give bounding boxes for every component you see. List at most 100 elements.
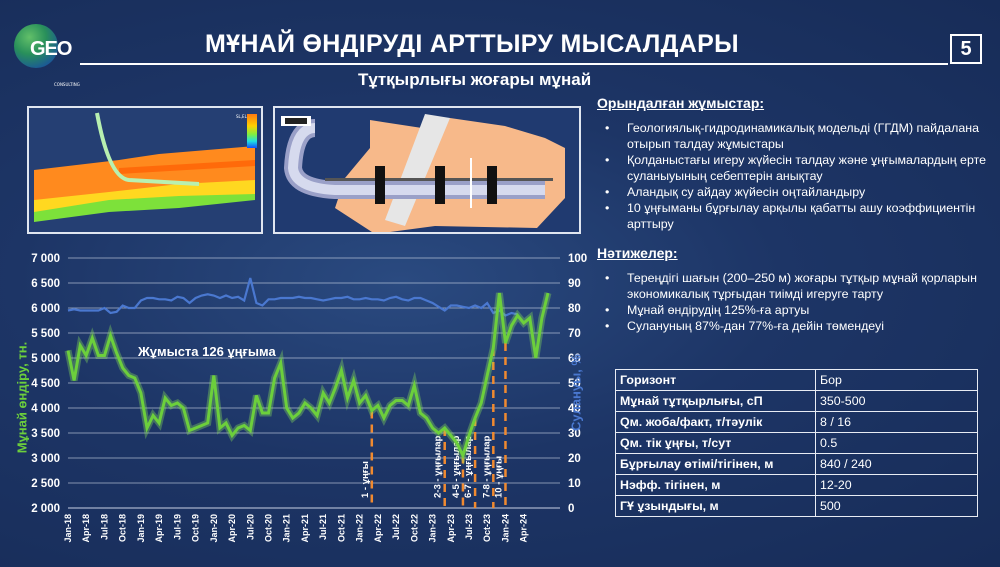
- x-tick: Jul-20: [245, 514, 255, 540]
- y-tick-left: 4 000: [31, 403, 60, 415]
- table-row: Горизонт Бор: [615, 369, 978, 391]
- works-item: Геологиялық-гидродинамикалық модельді (Г…: [605, 120, 995, 152]
- results-item: Сулануның 87%-дан 77%-ға дейін төмендеуі: [605, 318, 995, 334]
- x-tick: Apr-22: [373, 514, 383, 543]
- param-value: 500: [815, 495, 978, 517]
- logo-subtext: CONSULTING: [54, 82, 80, 87]
- x-tick: Jan-19: [136, 514, 146, 543]
- param-key: Нэфф. тігінен, м: [615, 474, 816, 496]
- param-key: Горизонт: [615, 369, 816, 391]
- x-tick: Oct-19: [191, 514, 201, 542]
- works-item: Аландық су айдау жүйесін оңтайландыру: [605, 184, 995, 200]
- param-value: 12-20: [815, 474, 978, 496]
- y-tick-left: 4 500: [31, 378, 60, 390]
- y-tick-right: 30: [568, 428, 581, 440]
- works-item: Қолданыстағы игеру жүйесін талдау және ұ…: [605, 152, 995, 184]
- x-tick: Oct-21: [336, 514, 346, 542]
- well-schematic-image: [273, 106, 581, 234]
- y-tick-right: 20: [568, 453, 581, 465]
- y-tick-right: 70: [568, 328, 581, 340]
- x-tick: Jan-24: [500, 514, 510, 543]
- x-tick: Jul-18: [99, 514, 109, 540]
- x-tick: Jan-21: [282, 514, 292, 543]
- x-tick: Apr-19: [154, 514, 164, 543]
- works-item: 10 ұңғыманы бұрғылау арқылы қабатты ашу …: [605, 200, 995, 232]
- table-row: Бұрғылау өтімі/тігінен, м 840 / 240: [615, 453, 978, 475]
- well-marker-label: 2-3 - ұңғылар: [433, 435, 444, 498]
- param-key: Qм. тік ұңғы, т/сут: [615, 432, 816, 454]
- y-tick-right: 90: [568, 278, 581, 290]
- wells-annotation: Жұмыста 126 ұңғыма: [137, 344, 276, 359]
- globe-icon: [14, 24, 58, 68]
- x-tick: Oct-22: [409, 514, 419, 542]
- watercut-line: [67, 277, 518, 317]
- results-item: Мұнай өндірудің 125%-ға артуы: [605, 302, 995, 318]
- y-tick-right: 10: [568, 478, 581, 490]
- results-heading: Нәтижелер:: [597, 245, 678, 261]
- well-marker-label: 4-5 - ұңғылар: [451, 435, 462, 498]
- company-logo: GEO CONSULTING: [12, 22, 80, 87]
- table-row: Нэфф. тігінен, м 12-20: [615, 474, 978, 496]
- y-tick-right: 80: [568, 303, 581, 315]
- page-title: МҰНАЙ ӨНДІРУДІ АРТТЫРУ МЫСАЛДАРЫ: [205, 30, 739, 58]
- param-value: 350-500: [815, 390, 978, 412]
- oil-production-line: [66, 292, 550, 460]
- title-divider: [80, 63, 948, 65]
- x-tick: Apr-24: [519, 514, 529, 543]
- x-tick: Jan-22: [355, 514, 365, 543]
- y-tick-right: 40: [568, 403, 581, 415]
- reservoir-model-image: SL,EL: [27, 106, 263, 234]
- y-tick-left: 3 000: [31, 453, 60, 465]
- y-tick-left: 5 500: [31, 328, 60, 340]
- param-key: Мұнай тұтқырлығы, сП: [615, 390, 816, 412]
- param-value: 840 / 240: [815, 453, 978, 475]
- works-heading: Орындалған жұмыстар:: [597, 95, 765, 111]
- x-tick: Jan-18: [63, 514, 73, 543]
- parameters-table: Горизонт Бор Мұнай тұтқырлығы, сП 350-500 Qм…: [615, 369, 978, 517]
- well-marker-label: 6-7 - ұңғылар: [463, 435, 474, 498]
- param-value: Бор: [815, 369, 978, 391]
- param-key: Qм. жоба/факт, т/тәулік: [615, 411, 816, 433]
- x-tick: Apr-23: [446, 514, 456, 543]
- y-axis-label-right: Сулануы, %: [568, 354, 584, 431]
- x-tick: Oct-18: [118, 514, 128, 542]
- table-row: ГҰ ұзындығы, м 500: [615, 495, 978, 517]
- y-tick-left: 6 000: [31, 303, 60, 315]
- x-tick: Jan-20: [209, 514, 219, 543]
- y-tick-left: 2 000: [31, 503, 60, 515]
- x-tick: Jan-23: [428, 514, 438, 543]
- y-tick-right: 50: [568, 378, 581, 390]
- x-tick: Jul-19: [172, 514, 182, 540]
- page-number: 5: [950, 34, 982, 64]
- y-tick-left: 3 500: [31, 428, 60, 440]
- well-marker-label: 7-8 - ұңғылар: [481, 435, 492, 498]
- table-row: Qм. тік ұңғы, т/сут 0.5: [615, 432, 978, 454]
- y-tick-left: 5 000: [31, 353, 60, 365]
- y-tick-left: 7 000: [31, 253, 60, 265]
- x-tick: Apr-21: [300, 514, 310, 543]
- results-list: Тереңдігі шағын (200–250 м) жоғары тұтқы…: [605, 270, 995, 334]
- x-tick: Oct-20: [264, 514, 274, 542]
- x-tick: Jul-22: [391, 514, 401, 540]
- production-chart: 7 000 100 6 500 90 6 000 80 5 500 70 5 000 60 4 50…: [0, 245, 600, 563]
- y-tick-left: 6 500: [31, 278, 60, 290]
- well-marker-label: 1 - ұңғы: [360, 461, 371, 498]
- param-key: Бұрғылау өтімі/тігінен, м: [615, 453, 816, 475]
- table-row: Qм. жоба/факт, т/тәулік 8 / 16: [615, 411, 978, 433]
- results-item: Тереңдігі шағын (200–250 м) жоғары тұтқы…: [605, 270, 995, 302]
- y-tick-right: 100: [568, 253, 587, 265]
- x-tick: Jul-23: [464, 514, 474, 540]
- param-value: 0.5: [815, 432, 978, 454]
- y-tick-left: 2 500: [31, 478, 60, 490]
- x-tick: Jul-21: [318, 514, 328, 540]
- param-value: 8 / 16: [815, 411, 978, 433]
- well-marker-label: 10 - ұңғы: [493, 456, 504, 498]
- works-list: Геологиялық-гидродинамикалық модельді (Г…: [605, 120, 995, 232]
- page-subtitle: Тұтқырлығы жоғары мұнай: [358, 70, 592, 89]
- y-axis-label-left: Мұнай өндіру, тн.: [14, 341, 30, 454]
- x-tick: Oct-23: [482, 514, 492, 542]
- y-tick-right: 60: [568, 353, 581, 365]
- x-tick: Apr-20: [227, 514, 237, 543]
- colorbar-label: SL,EL: [236, 114, 248, 119]
- x-tick: Apr-18: [81, 514, 91, 543]
